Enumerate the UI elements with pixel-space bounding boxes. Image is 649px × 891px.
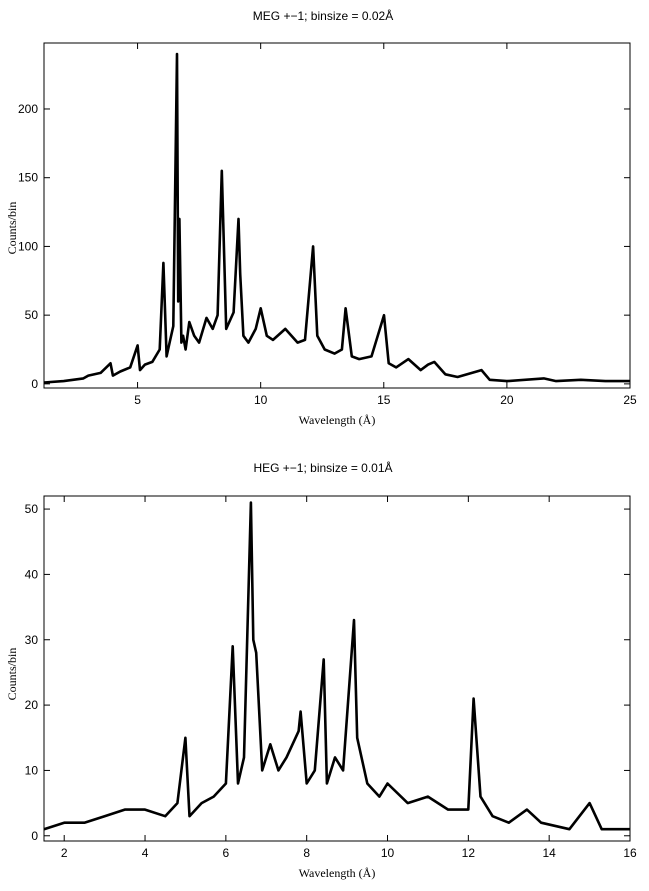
y-tick-label: 10 bbox=[25, 763, 39, 777]
y-tick-label: 0 bbox=[31, 377, 38, 391]
x-tick-label: 16 bbox=[623, 846, 637, 860]
x-tick-label: 15 bbox=[377, 393, 391, 407]
y-tick-label: 0 bbox=[31, 829, 38, 843]
chart-title: HEG +−1; binsize = 0.01Å bbox=[253, 460, 392, 475]
y-tick-label: 150 bbox=[18, 171, 38, 185]
chart-meg: MEG +−1; binsize = 0.02Å 5 10 15 20 25 0 50 100… bbox=[5, 8, 637, 427]
y-axis-label: Counts/bin bbox=[5, 202, 19, 255]
x-tick-label: 20 bbox=[500, 393, 514, 407]
y-tick-label: 50 bbox=[25, 308, 39, 322]
x-tick-label: 8 bbox=[303, 846, 310, 860]
y-tick-label: 30 bbox=[25, 633, 39, 647]
plot-frame bbox=[43, 495, 631, 842]
x-tick-label: 5 bbox=[134, 393, 141, 407]
x-axis-label: Wavelength (Å) bbox=[299, 866, 376, 880]
x-tick-label: 12 bbox=[462, 846, 476, 860]
plot-frame bbox=[43, 42, 631, 389]
x-tick-label: 10 bbox=[254, 393, 268, 407]
y-tick-label: 100 bbox=[18, 239, 38, 253]
y-tick-label: 200 bbox=[18, 102, 38, 116]
x-tick-label: 6 bbox=[223, 846, 230, 860]
series-line bbox=[43, 52, 630, 384]
y-axis-label: Counts/bin bbox=[5, 648, 19, 701]
x-tick-label: 10 bbox=[381, 846, 395, 860]
y-tick-label: 50 bbox=[25, 502, 39, 516]
chart-title: MEG +−1; binsize = 0.02Å bbox=[253, 8, 393, 23]
series-line bbox=[43, 501, 630, 831]
x-tick-label: 14 bbox=[542, 846, 556, 860]
x-axis-label: Wavelength (Å) bbox=[299, 413, 376, 427]
x-tick-label: 25 bbox=[623, 393, 637, 407]
y-tick-label: 40 bbox=[25, 567, 39, 581]
y-tick-label: 20 bbox=[25, 698, 39, 712]
x-tick-label: 2 bbox=[61, 846, 68, 860]
x-tick-label: 4 bbox=[142, 846, 149, 860]
chart-heg: HEG +−1; binsize = 0.01Å 2 4 6 8 10 12 14 16 0 10… bbox=[5, 460, 637, 880]
